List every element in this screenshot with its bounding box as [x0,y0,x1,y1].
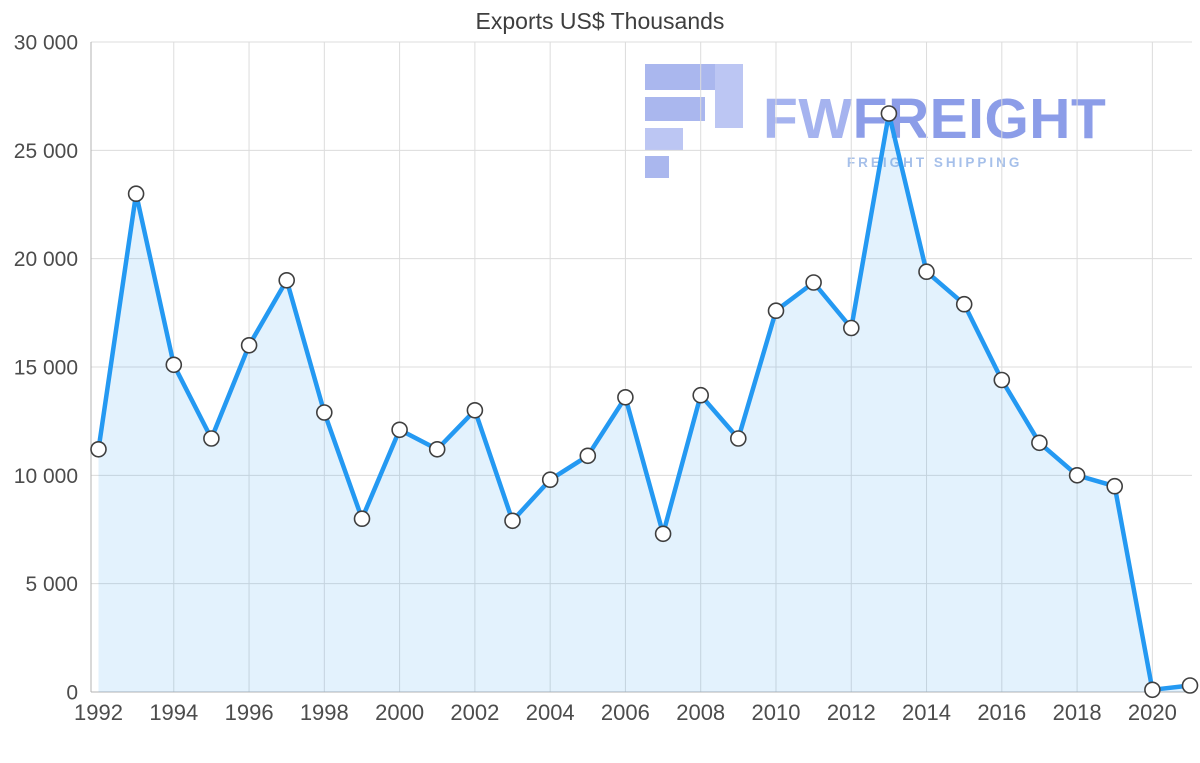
data-point-marker [315,404,333,421]
x-tick-label: 2004 [526,700,575,725]
data-point-marker [1068,466,1086,484]
data-point-marker [240,336,258,354]
y-axis-labels: 0 5 000 10 000 15 000 20 000 25 000 30 000 [14,32,78,705]
x-tick-label: 2020 [1128,700,1177,725]
x-tick-label: 2006 [601,700,650,725]
x-tick-label: 1996 [225,700,274,725]
data-point-marker [1106,477,1123,495]
data-point-marker [767,302,785,320]
watermark-tagline: FREIGHT SHIPPING [846,155,1023,170]
exports-area [98,113,1190,692]
x-tick-label: 2010 [752,700,801,725]
data-point-marker [504,512,521,530]
data-point-marker [127,185,145,202]
x-tick-label: 1992 [74,700,123,725]
x-tick-label: 2000 [375,700,424,725]
data-point-marker [90,440,107,458]
data-point-marker [1144,681,1161,699]
brand-fw: FW [763,87,853,151]
data-point-marker [278,271,296,289]
data-point-marker [918,263,935,281]
data-point-marker [165,356,183,374]
data-point-marker [729,430,747,447]
x-tick-label: 2018 [1053,700,1102,725]
data-point-marker [203,430,220,447]
x-tick-label: 2008 [676,700,725,725]
y-tick-label: 10 000 [14,465,78,488]
data-point-marker [466,401,484,419]
data-point-marker [541,471,559,489]
data-point-marker [1031,434,1048,452]
data-point-markers [90,105,1199,699]
data-point-marker [1181,677,1199,694]
data-point-marker [842,319,860,337]
data-point-marker [428,440,446,458]
chart-title: Exports US$ Thousands [475,8,725,34]
data-point-marker [955,295,973,313]
y-tick-label: 15 000 [14,357,78,380]
x-axis-labels: 1992 1994 1996 1998 2000 2002 2004 2006 2008 2010… [74,700,1177,725]
gridlines [91,41,1192,692]
data-point-marker [353,510,371,528]
data-point-marker [692,386,710,404]
data-point-marker [654,525,672,543]
y-tick-label: 0 [66,682,78,705]
data-point-marker [391,421,408,439]
x-tick-label: 2002 [450,700,499,725]
fwfreight-logo-icon [645,64,743,178]
watermark: FWFREIGHT FREIGHT SHIPPING [645,64,1106,178]
x-tick-label: 2016 [977,700,1026,725]
x-tick-label: 2012 [827,700,876,725]
exports-line [96,111,1193,693]
x-tick-label: 1994 [149,700,198,725]
y-tick-label: 25 000 [14,140,78,163]
y-tick-label: 5 000 [25,573,78,596]
data-point-marker [880,105,898,122]
data-point-marker [805,274,822,291]
x-tick-label: 2014 [902,700,951,725]
y-tick-label: 30 000 [14,32,78,55]
y-tick-label: 20 000 [14,248,78,271]
x-tick-label: 1998 [300,700,349,725]
data-point-marker [617,388,634,406]
data-point-marker [993,371,1011,389]
data-point-marker [579,447,597,465]
watermark-text: FWFREIGHT FREIGHT SHIPPING [763,91,1106,178]
